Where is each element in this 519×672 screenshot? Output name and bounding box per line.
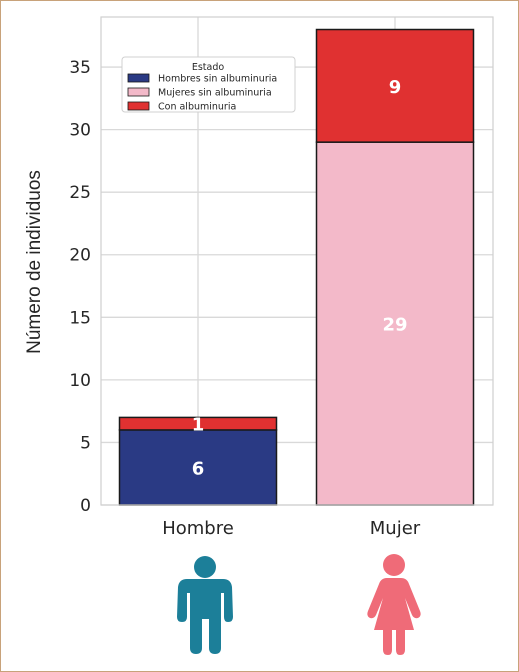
y-tick-label: 10 <box>69 371 91 391</box>
female-person-icon <box>367 554 421 655</box>
y-tick-label: 20 <box>69 246 91 266</box>
legend-swatch <box>127 73 150 83</box>
x-tick-labels: Hombre Mujer <box>162 518 421 539</box>
legend-entry-label: Hombres sin albuminuria <box>158 74 277 85</box>
y-tick-label: 35 <box>69 58 91 78</box>
bar-value-label: 6 <box>192 458 205 479</box>
y-tick-labels: 0 5 10 15 20 25 30 35 <box>69 58 91 516</box>
y-axis-label: Número de individuos <box>24 170 45 354</box>
bar-segment <box>315 28 475 143</box>
legend-entry-label: Mujeres sin albuminuria <box>158 88 272 99</box>
x-tick-label: Hombre <box>162 518 234 539</box>
legend-box <box>121 56 296 113</box>
x-tick-label: Mujer <box>370 518 421 539</box>
y-tick-label: 0 <box>80 496 91 516</box>
bar-segment <box>118 416 278 431</box>
legend-entry-label: Con albuminuria <box>158 102 236 113</box>
category-icons <box>177 554 421 655</box>
y-tick-label: 5 <box>80 433 91 453</box>
bars: 6 1 29 9 <box>118 28 475 506</box>
bar-value-label: 29 <box>382 315 407 336</box>
legend-swatch <box>127 87 150 97</box>
male-person-icon <box>177 556 233 654</box>
legend-swatch <box>127 101 150 111</box>
bar-value-label: 9 <box>389 77 402 98</box>
legend-title: Estado <box>192 62 225 73</box>
bar-value-label: 1 <box>192 415 205 436</box>
plot-area-border <box>100 16 494 506</box>
y-tick-label: 30 <box>69 121 91 141</box>
y-tick-label: 25 <box>69 183 91 203</box>
y-tick-label: 15 <box>69 308 91 328</box>
bar-segment <box>118 429 278 506</box>
